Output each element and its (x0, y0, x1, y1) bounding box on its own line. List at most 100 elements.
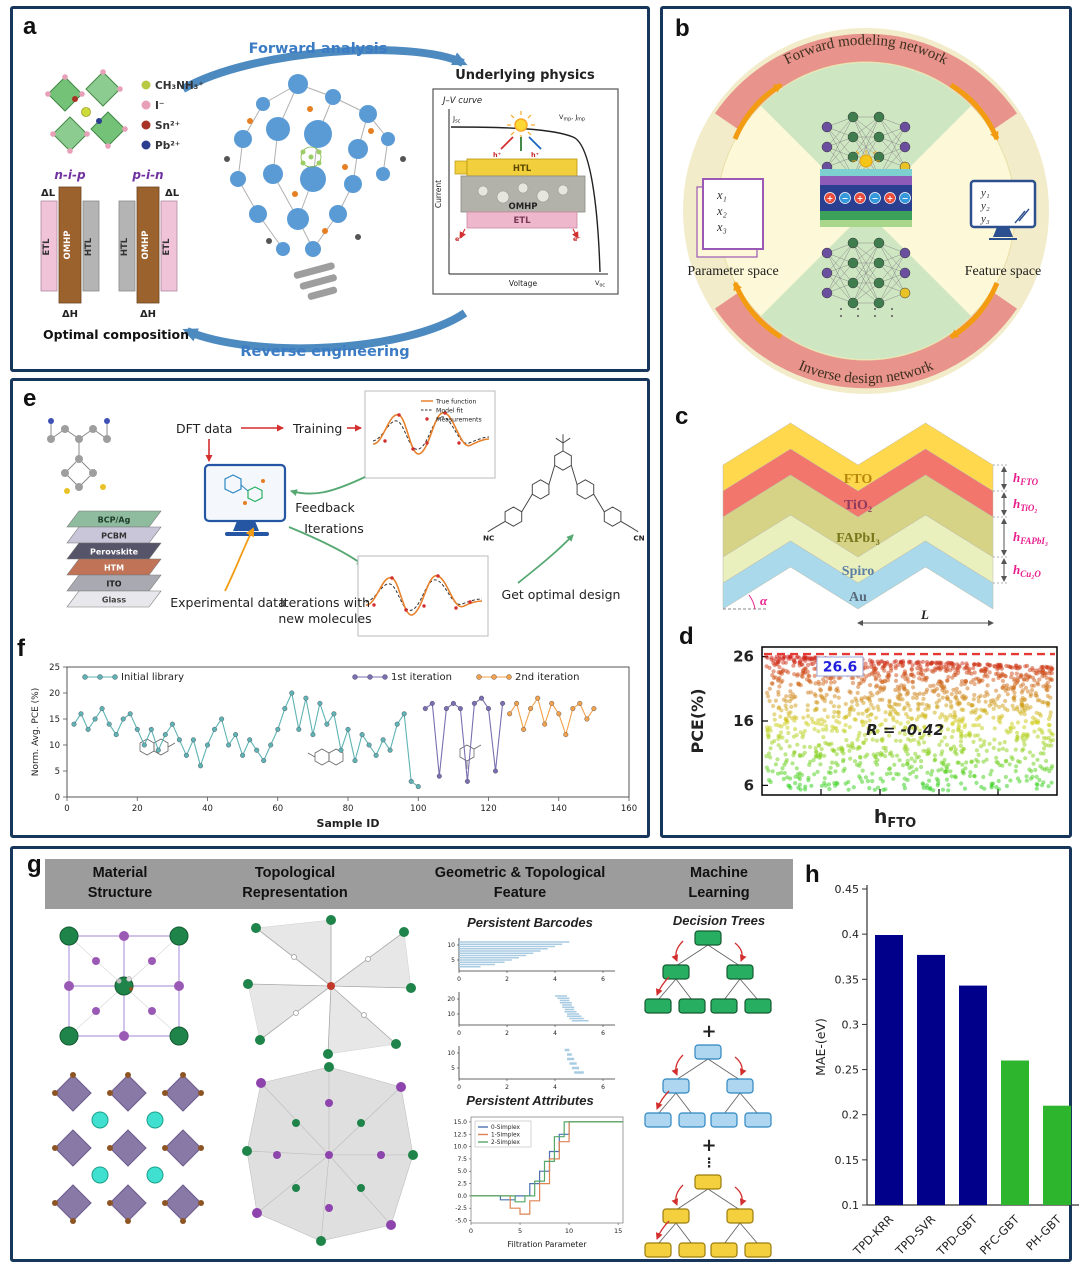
svg-text:2nd iteration: 2nd iteration (515, 672, 579, 683)
svg-text:15: 15 (49, 715, 60, 725)
inverse-network-nodes (821, 237, 911, 317)
panel-b-graphics: Forward modeling network Inverse design … (683, 28, 1049, 394)
svg-text:4: 4 (553, 976, 557, 983)
stack-bcp-ag: BCP/Ag (98, 516, 131, 525)
nip-delta-h: ΔH (62, 309, 78, 320)
header-line: Geometric & Topological (434, 865, 606, 882)
svg-text:10: 10 (49, 741, 60, 751)
svg-text:1-Simplex: 1-Simplex (491, 1133, 520, 1139)
flow-arrow-top-right (949, 82, 1000, 141)
jv-jsc-label: Jsc (452, 115, 461, 125)
svg-text:15: 15 (614, 1227, 622, 1235)
neural-lightbulb (224, 74, 406, 300)
stack-glass: Glass (102, 596, 126, 605)
device-htl-label: HTL (513, 164, 532, 174)
header-material-structure: Material Structure (45, 859, 195, 909)
svg-text:2: 2 (505, 1084, 509, 1091)
plus-charge: + (857, 194, 864, 203)
stack-perovskite: Perovskite (90, 548, 139, 557)
forward-network-nodes (821, 111, 911, 191)
flow-arrow-bottom-right (949, 282, 1000, 340)
h-fto-label: hFTO (1013, 470, 1039, 487)
flow-arrow-bottom-left (732, 281, 783, 340)
ml-computer-icon (203, 463, 287, 536)
svg-text:26.6: 26.6 (823, 660, 858, 676)
pce-scatter-chart: 6 16 26 26.6 R = -0.42 PCE(%) hFTO (688, 646, 1058, 831)
molecule-nc-label: NC (483, 534, 494, 543)
ellipsis-dots: ⋮ (703, 1156, 716, 1171)
pin-delta-l: ΔL (165, 188, 180, 199)
svg-text:0: 0 (457, 1084, 461, 1091)
svg-text:40: 40 (202, 804, 213, 814)
pin-layer-etl: ETL (162, 238, 172, 256)
decision-trees-diagram: + + ⋮ (644, 930, 772, 1258)
panel-g-label: g (27, 851, 42, 878)
legend-dot-sn (141, 120, 151, 130)
jv-vmp-jmp-label: Vmp, Jmp (559, 113, 585, 123)
nip-layer-omhp: OMHP (63, 230, 73, 259)
svg-text:140: 140 (551, 804, 567, 814)
svg-text:0: 0 (55, 793, 60, 803)
legend-label-iodide: I⁻ (155, 100, 164, 112)
pin-delta-h: ΔH (140, 309, 156, 320)
optimal-composition-caption: Optimal composition (43, 327, 189, 342)
svg-text:5: 5 (55, 767, 60, 777)
parameter-space-label: Parameter space (687, 264, 778, 279)
flow-arrow-top-left (732, 82, 783, 140)
svg-text:PH-GBT: PH-GBT (1023, 1212, 1065, 1254)
legend-dot-ch3nh3 (141, 80, 151, 90)
svg-text:12.5: 12.5 (454, 1131, 468, 1138)
svg-text:0.15: 0.15 (835, 1154, 860, 1167)
svg-text:1st iteration: 1st iteration (391, 672, 452, 683)
nip-delta-l: ΔL (41, 188, 56, 199)
svg-text:4: 4 (553, 1030, 557, 1037)
svg-text:0: 0 (457, 976, 461, 983)
iterations-new-molecules-line1: Iterations with (280, 595, 370, 610)
jv-physics-box: J–V curve Current Voltage Jsc Vmp, Jmp V… (432, 88, 619, 295)
svg-text:5: 5 (451, 957, 455, 964)
device-etl-label: ETL (513, 216, 531, 226)
svg-text:7.5: 7.5 (457, 1156, 467, 1163)
perovskite-structure-diagram (52, 1072, 204, 1224)
svg-text:4: 4 (553, 1084, 557, 1091)
device-electron-label-2: e⁻ (573, 235, 581, 243)
svg-text:10: 10 (447, 942, 455, 949)
persistent-attributes-chart: -5.0 -2.5 0.0 2.5 5.0 7.5 10.0 12.5 15.0 0 5 10 15 Fi… (454, 1116, 624, 1249)
bottom-network-wedge (761, 211, 971, 360)
svg-text:0.35: 0.35 (835, 973, 860, 986)
svg-text:0.45: 0.45 (835, 883, 860, 896)
material-stack-center: + + + − − − (820, 150, 912, 227)
length-label: L (920, 607, 929, 622)
inset-molecule-2 (307, 748, 344, 766)
nip-layer-htl: HTL (84, 237, 94, 256)
header-line: Learning (688, 885, 750, 901)
jv-curve-line (450, 126, 601, 273)
pin-stack: p-i-n ΔL HTL OMHP ETL ΔH (118, 168, 180, 320)
header-line: Material (92, 865, 148, 882)
svg-text:10: 10 (565, 1227, 573, 1235)
panel-c-label: c (675, 403, 689, 430)
nip-layer-etl: ETL (42, 238, 52, 256)
jv-ylabel: Current (434, 180, 443, 208)
training-label: Training (292, 421, 342, 436)
persistent-attributes-title: Persistent Attributes (466, 1093, 594, 1108)
minus-charge: − (902, 194, 909, 203)
panel-e-label: e (23, 385, 37, 412)
forward-analysis-label: Forward analysis (249, 41, 388, 57)
feature-y2: y₂ (980, 200, 990, 212)
legend-label-sn: Sn²⁺ (155, 120, 180, 132)
feature-space-icon: y₁ y₂ y₃ (969, 179, 1037, 240)
optimal-molecule: NC CN (483, 434, 645, 543)
svg-text:16: 16 (733, 712, 754, 730)
svg-text:0.4: 0.4 (842, 928, 860, 941)
svg-text:Filtration Parameter: Filtration Parameter (507, 1240, 587, 1249)
minus-charge: − (842, 194, 849, 203)
legend-label-ch3nh3: CH₃NH₃⁺ (155, 80, 204, 92)
layer-fapbi3-label: FAPbI₃ (836, 531, 880, 546)
panel-h-label: h (805, 861, 820, 888)
plus-charge: + (887, 194, 894, 203)
alpha-label: α (760, 593, 768, 608)
panel-a-label: a (23, 13, 37, 40)
legend-measurements: Measurements (436, 417, 482, 424)
layer-au (722, 540, 994, 610)
